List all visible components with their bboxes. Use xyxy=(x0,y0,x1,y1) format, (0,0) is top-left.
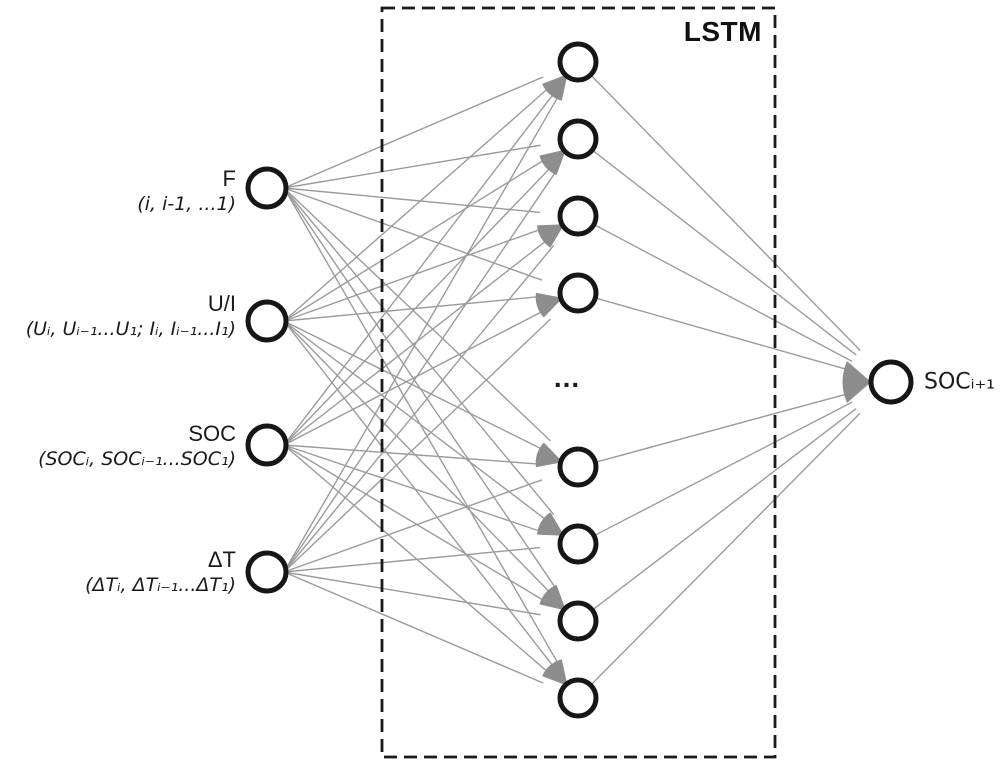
edge-input-to-hidden xyxy=(283,318,551,573)
arrowhead-icon xyxy=(537,224,565,248)
edge-input-to-hidden xyxy=(283,187,541,214)
input-node-2 xyxy=(245,423,289,467)
input-label-ui: U/I (Uᵢ, Uᵢ₋₁...U₁; Iᵢ, Iᵢ₋₁...I₁) xyxy=(26,290,236,342)
hidden-node xyxy=(557,118,599,160)
edge-hidden-to-output xyxy=(594,296,849,371)
edge-hidden-to-output xyxy=(594,392,849,464)
edge-input-to-hidden xyxy=(283,76,544,189)
edge-input-to-hidden xyxy=(283,170,558,573)
edge-input-to-hidden xyxy=(283,86,550,322)
edge-input-to-hidden xyxy=(283,309,545,446)
input-label-f-sub: (i, i-1, ...1) xyxy=(137,193,236,215)
edge-input-to-hidden xyxy=(283,444,543,533)
edge-input-to-hidden xyxy=(283,571,541,616)
input-label-dt-sub: (ΔTᵢ, ΔTᵢ₋₁...ΔT₁) xyxy=(85,574,236,596)
edge-input-to-hidden xyxy=(283,187,555,516)
hidden-node xyxy=(557,41,599,83)
input-label-soc: SOC (SOCᵢ, SOCᵢ₋₁...SOC₁) xyxy=(38,420,236,472)
edge-input-to-hidden xyxy=(283,187,551,442)
lstm-box-label: LSTM xyxy=(683,16,762,47)
input-label-soc-sub: (SOCᵢ, SOCᵢ₋₁...SOC₁) xyxy=(38,448,236,470)
edge-input-to-hidden xyxy=(283,546,541,573)
edge-input-to-hidden xyxy=(283,158,547,322)
arrowhead-icon xyxy=(542,659,568,686)
input-node-0 xyxy=(245,166,289,210)
hidden-node xyxy=(557,600,599,642)
input-node-3 xyxy=(245,550,289,594)
hidden-node xyxy=(557,195,599,237)
input-label-soc-main: SOC xyxy=(188,421,236,446)
edge-input-to-hidden xyxy=(283,320,549,522)
edge-hidden-to-output xyxy=(589,73,861,352)
edge-input-to-hidden xyxy=(283,244,555,573)
edge-input-to-hidden xyxy=(283,295,541,322)
hidden-node xyxy=(557,523,599,565)
hidden-layer-ellipsis: ... xyxy=(553,362,581,393)
edge-input-to-hidden xyxy=(283,144,541,189)
edge-input-to-hidden xyxy=(283,94,560,573)
edge-input-to-hidden xyxy=(283,479,543,573)
hidden-node xyxy=(557,272,599,314)
input-node-1 xyxy=(245,299,289,343)
hidden-node xyxy=(557,677,599,719)
arrowhead-icon xyxy=(842,361,871,403)
edge-input-to-hidden xyxy=(283,187,560,666)
arrowhead-icon xyxy=(537,512,565,536)
edge-input-to-hidden xyxy=(283,91,556,446)
edge-input-to-hidden xyxy=(283,228,543,322)
input-label-dt-main: ΔT xyxy=(207,547,236,572)
input-label-ui-sub: (Uᵢ, Uᵢ₋₁...U₁; Iᵢ, Iᵢ₋₁...I₁) xyxy=(25,318,236,340)
input-label-f-main: F xyxy=(222,166,236,191)
lstm-dashed-box xyxy=(380,6,777,759)
arrowhead-icon xyxy=(542,74,568,101)
input-label-ui-main: U/I xyxy=(207,291,236,316)
edge-input-to-hidden xyxy=(283,165,553,446)
arrowhead-icon xyxy=(539,149,566,176)
output-node xyxy=(868,359,914,405)
edge-input-to-hidden xyxy=(283,571,544,684)
edge-hidden-to-output xyxy=(592,401,853,537)
edge-input-to-hidden xyxy=(283,444,546,603)
edge-input-to-hidden xyxy=(283,187,543,281)
edge-hidden-to-output xyxy=(591,408,857,612)
edge-input-to-hidden xyxy=(283,320,545,451)
arrowhead-icon xyxy=(535,442,563,468)
output-node-label: SOCᵢ₊₁ xyxy=(924,369,996,395)
input-label-dt: ΔT (ΔTᵢ, ΔTᵢ₋₁...ΔT₁) xyxy=(85,546,236,598)
edge-hidden-to-output xyxy=(592,223,853,363)
hidden-node xyxy=(557,446,599,488)
edge-input-to-hidden xyxy=(283,320,552,595)
edge-input-to-hidden xyxy=(283,444,541,465)
arrowhead-icon xyxy=(539,584,566,611)
arrowhead-icon xyxy=(535,292,563,318)
edge-hidden-to-output xyxy=(590,148,857,356)
edge-hidden-to-output xyxy=(589,412,861,687)
input-label-f: F (i, i-1, ...1) xyxy=(137,165,236,217)
